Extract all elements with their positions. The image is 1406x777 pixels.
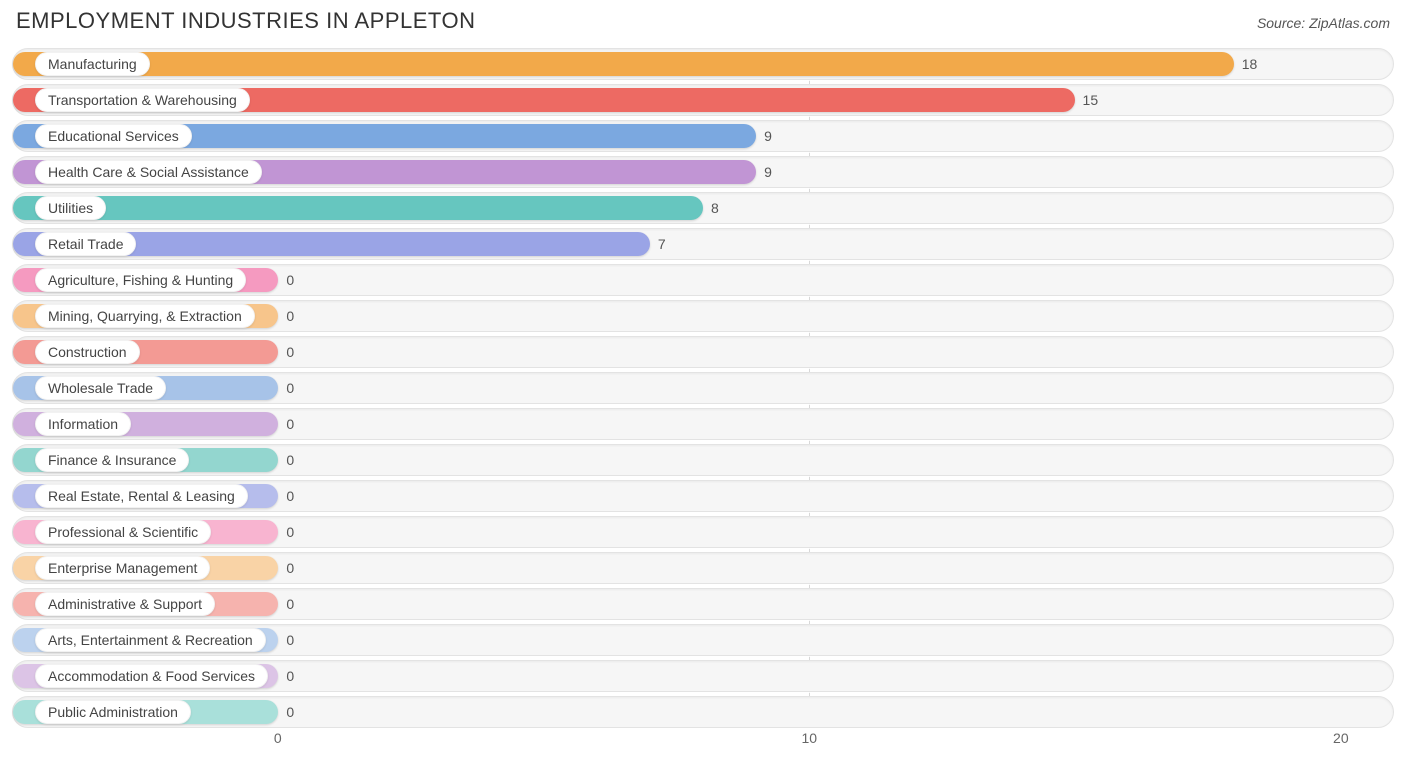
bar-value: 0 (286, 668, 294, 684)
bar-row: Enterprise Management 0 (12, 552, 1394, 584)
bar-label: Administrative & Support (35, 592, 215, 616)
axis-tick: 10 (802, 730, 818, 746)
bar-label: Real Estate, Rental & Leasing (35, 484, 248, 508)
bar-row: Educational Services 9 (12, 120, 1394, 152)
bar-value: 0 (286, 488, 294, 504)
bar-label: Public Administration (35, 700, 191, 724)
bar-row: Public Administration 0 (12, 696, 1394, 728)
chart-title: EMPLOYMENT INDUSTRIES IN APPLETON (16, 8, 475, 34)
bar-value: 0 (286, 560, 294, 576)
bar-label: Agriculture, Fishing & Hunting (35, 268, 246, 292)
bar (13, 52, 1234, 76)
bar-value: 0 (286, 704, 294, 720)
bar-row: Real Estate, Rental & Leasing 0 (12, 480, 1394, 512)
bar-value: 0 (286, 596, 294, 612)
chart-area: Manufacturing 18 Transportation & Warehous… (12, 48, 1394, 750)
bar-label: Mining, Quarrying, & Extraction (35, 304, 255, 328)
bar-label: Finance & Insurance (35, 448, 189, 472)
bar-label: Health Care & Social Assistance (35, 160, 262, 184)
bar-row: Health Care & Social Assistance 9 (12, 156, 1394, 188)
bar-value: 9 (764, 128, 772, 144)
bar-label: Accommodation & Food Services (35, 664, 268, 688)
bar-value: 9 (764, 164, 772, 180)
bar-label: Professional & Scientific (35, 520, 211, 544)
bar-value: 0 (286, 416, 294, 432)
bar-row: Arts, Entertainment & Recreation 0 (12, 624, 1394, 656)
bar-row: Construction 0 (12, 336, 1394, 368)
bar-row: Transportation & Warehousing 15 (12, 84, 1394, 116)
bar-value: 0 (286, 272, 294, 288)
bar-row: Wholesale Trade 0 (12, 372, 1394, 404)
bar-value: 7 (658, 236, 666, 252)
bar-label: Transportation & Warehousing (35, 88, 250, 112)
bar-value: 0 (286, 452, 294, 468)
bar-label: Educational Services (35, 124, 192, 148)
bar-value: 8 (711, 200, 719, 216)
chart-header: EMPLOYMENT INDUSTRIES IN APPLETON Source… (12, 8, 1394, 34)
bar-row: Professional & Scientific 0 (12, 516, 1394, 548)
bar-row: Manufacturing 18 (12, 48, 1394, 80)
bar-label: Manufacturing (35, 52, 150, 76)
bar-label: Retail Trade (35, 232, 136, 256)
axis-tick: 20 (1333, 730, 1349, 746)
bar-row: Utilities 8 (12, 192, 1394, 224)
bar-row: Information 0 (12, 408, 1394, 440)
bar-label: Utilities (35, 196, 106, 220)
bar (13, 196, 703, 220)
bar-label: Construction (35, 340, 140, 364)
bar-row: Administrative & Support 0 (12, 588, 1394, 620)
bar-value: 0 (286, 380, 294, 396)
bar-value: 0 (286, 524, 294, 540)
bar-row: Finance & Insurance 0 (12, 444, 1394, 476)
bar-label: Information (35, 412, 131, 436)
chart-source: Source: ZipAtlas.com (1257, 15, 1390, 31)
bar-rows: Manufacturing 18 Transportation & Warehous… (12, 48, 1394, 728)
bar-label: Arts, Entertainment & Recreation (35, 628, 266, 652)
bar-row: Retail Trade 7 (12, 228, 1394, 260)
axis-tick: 0 (274, 730, 282, 746)
bar-row: Accommodation & Food Services 0 (12, 660, 1394, 692)
bar-value: 18 (1242, 56, 1258, 72)
bar-value: 0 (286, 308, 294, 324)
bar-label: Wholesale Trade (35, 376, 166, 400)
x-axis: 0 10 20 (12, 730, 1394, 750)
bar-value: 0 (286, 632, 294, 648)
bar-row: Mining, Quarrying, & Extraction 0 (12, 300, 1394, 332)
bar-value: 15 (1083, 92, 1099, 108)
bar-label: Enterprise Management (35, 556, 210, 580)
bar-row: Agriculture, Fishing & Hunting 0 (12, 264, 1394, 296)
bar-value: 0 (286, 344, 294, 360)
